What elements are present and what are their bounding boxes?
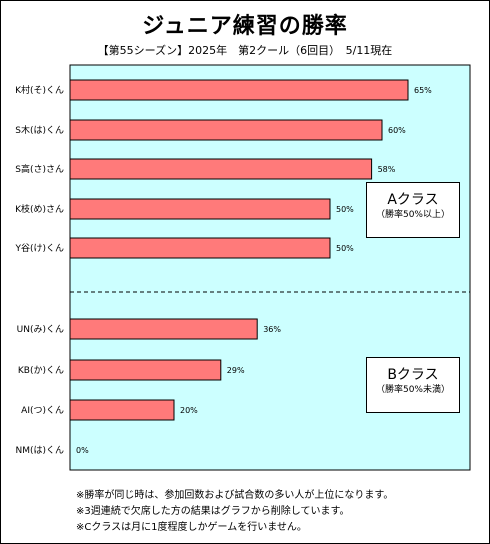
class-a-box: Aクラス （勝率50%以上） bbox=[366, 182, 460, 238]
category-label: K枝(め)さん bbox=[15, 203, 64, 215]
category-label: UN(み)くん bbox=[17, 324, 64, 335]
footnote: ※Cクラスは月に1度程度しかゲームを行いません。 bbox=[76, 522, 307, 533]
category-label: S高(さ)さん bbox=[15, 163, 64, 175]
class-b-box: Bクラス （勝率50%未満） bbox=[366, 357, 460, 413]
bar bbox=[69, 318, 258, 340]
footnote: ※3週連続で欠席した方の結果はグラフから削除しています。 bbox=[76, 506, 350, 517]
chart-subtitle: 【第55シーズン】2025年 第2クール（6回目） 5/11現在 bbox=[97, 44, 393, 57]
category-label: K村(そ)くん bbox=[15, 84, 64, 96]
value-label: 65% bbox=[414, 86, 432, 95]
value-label: 20% bbox=[180, 406, 198, 415]
bar bbox=[69, 237, 331, 259]
value-label: 0% bbox=[76, 446, 89, 455]
value-label: 29% bbox=[227, 366, 245, 375]
category-label: NM(は)くん bbox=[15, 445, 64, 456]
class-a-note: （勝率50%以上） bbox=[375, 210, 450, 220]
category-label: AI(つ)くん bbox=[21, 405, 64, 416]
category-label: KB(か)くん bbox=[18, 365, 64, 376]
category-label: Y谷(け)くん bbox=[14, 243, 64, 254]
value-label: 50% bbox=[336, 205, 354, 214]
footnote: ※勝率が同じ時は、参加回数および試合数の多い人が上位になります。 bbox=[76, 490, 394, 501]
bar bbox=[69, 198, 331, 220]
value-label: 60% bbox=[388, 126, 406, 135]
bar bbox=[69, 399, 175, 421]
value-label: 58% bbox=[378, 165, 396, 174]
value-label: 50% bbox=[336, 244, 354, 253]
bar bbox=[69, 158, 373, 180]
chart-title: ジュニア練習の勝率 bbox=[142, 14, 348, 39]
category-label: S木(は)くん bbox=[15, 124, 64, 136]
bar bbox=[69, 79, 409, 101]
bar bbox=[69, 359, 222, 381]
value-label: 36% bbox=[263, 325, 281, 334]
bar bbox=[69, 119, 383, 141]
class-b-title: Bクラス bbox=[387, 367, 439, 383]
class-a-title: Aクラス bbox=[387, 192, 439, 208]
class-b-note: （勝率50%未満） bbox=[375, 385, 450, 395]
footnotes: ※勝率が同じ時は、参加回数および試合数の多い人が上位になります。 ※3週連続で欠… bbox=[76, 488, 393, 536]
